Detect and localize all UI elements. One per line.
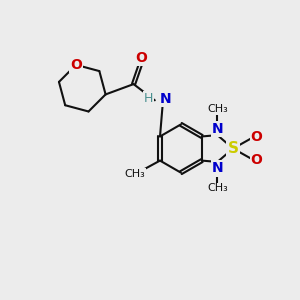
Text: N: N <box>160 92 172 106</box>
Text: O: O <box>251 153 262 167</box>
Text: O: O <box>251 130 262 144</box>
Text: CH₃: CH₃ <box>124 169 145 179</box>
Text: CH₃: CH₃ <box>207 103 228 114</box>
Text: S: S <box>227 141 239 156</box>
Text: O: O <box>70 58 82 72</box>
Text: O: O <box>135 51 147 64</box>
Text: N: N <box>212 161 223 176</box>
Text: CH₃: CH₃ <box>207 183 228 194</box>
Text: N: N <box>212 122 223 136</box>
Text: H: H <box>144 92 153 105</box>
